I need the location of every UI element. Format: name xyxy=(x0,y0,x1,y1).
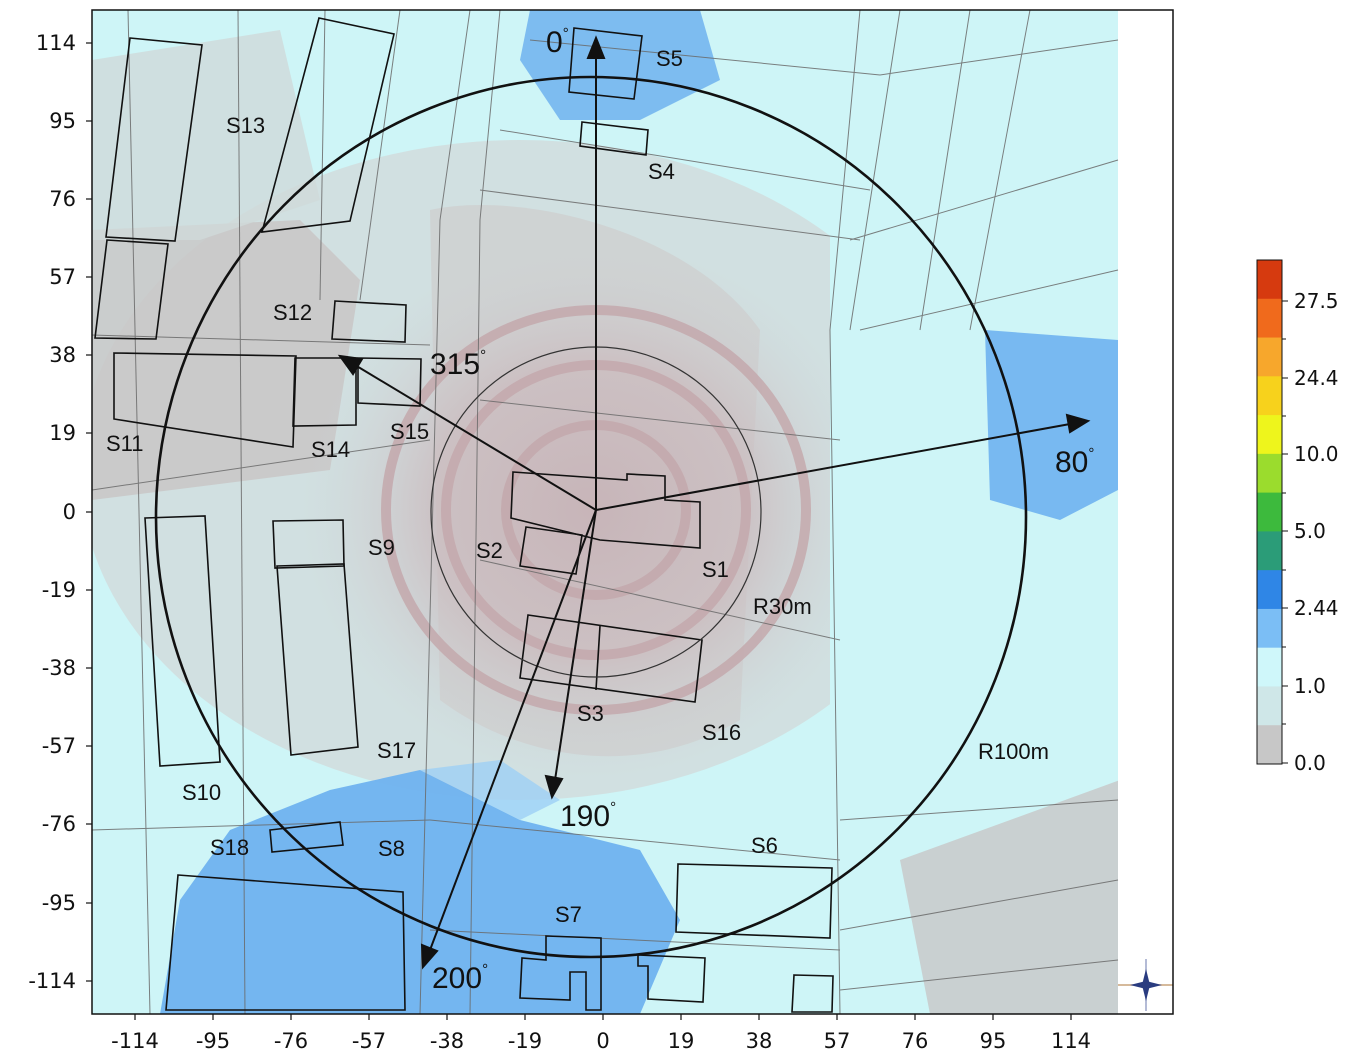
y-tick-label: 0 xyxy=(63,500,76,524)
building-s6-outline xyxy=(675,863,833,939)
colorbar-label: 0.0 xyxy=(1294,751,1326,775)
y-tick-label: 114 xyxy=(36,31,76,55)
building-label-s12: S12 xyxy=(273,300,312,325)
building-label-s1: S1 xyxy=(702,557,729,582)
x-tick-label: 0 xyxy=(596,1029,609,1053)
building-s8-outline xyxy=(165,874,406,1011)
direction-labels: 0° 80° 190° 200° 315° xyxy=(430,25,1094,995)
building-label-s3: S3 xyxy=(577,701,604,726)
building-s3-outline xyxy=(519,614,703,703)
building-label-s9: S9 xyxy=(368,535,395,560)
x-tick-label: 114 xyxy=(1051,1029,1091,1053)
direction-label-200: 200° xyxy=(432,961,488,995)
building-label-s15: S15 xyxy=(390,419,429,444)
y-tick-label: -95 xyxy=(42,891,76,915)
x-tick-label: -114 xyxy=(111,1029,159,1053)
building-label-s11: S11 xyxy=(106,431,144,456)
building-s1-outline xyxy=(510,471,701,549)
ring-label-r100m: R100m xyxy=(978,739,1049,764)
building-s15-outline xyxy=(357,357,422,407)
y-tick-label: -38 xyxy=(42,656,76,680)
building-s10-outline xyxy=(144,515,221,767)
colorbar-label: 5.0 xyxy=(1294,519,1326,543)
y-tick-label: 76 xyxy=(49,187,76,211)
building-s2-outline xyxy=(519,526,583,575)
colorbar-swatch xyxy=(1257,492,1282,532)
y-tick-label: -19 xyxy=(42,578,76,602)
colorbar-label: 24.4 xyxy=(1294,366,1339,390)
colorbar-swatch xyxy=(1257,337,1282,377)
building-label-s17: S17 xyxy=(377,738,416,763)
colorbar-label: 2.44 xyxy=(1294,596,1339,620)
colorbar: 27.5 24.4 10.0 5.0 2.44 1.0 0.0 xyxy=(1256,259,1339,775)
ring-label-r30m: R30m xyxy=(753,594,812,619)
x-tick-label: 57 xyxy=(824,1029,851,1053)
colorbar-swatch xyxy=(1257,725,1282,765)
building-s4-outline xyxy=(579,121,649,156)
building-label-s18: S18 xyxy=(210,835,249,860)
x-axis: -114 -95 -76 -57 -38 -19 0 19 38 57 76 9… xyxy=(111,1014,1091,1053)
building-label-s10: S10 xyxy=(182,780,221,805)
y-tick-label: -57 xyxy=(42,734,76,758)
colorbar-swatch xyxy=(1257,570,1282,610)
building-label-s13: S13 xyxy=(226,113,265,138)
building-s14-outline xyxy=(292,357,357,427)
building-label-s16: S16 xyxy=(702,720,741,745)
y-tick-label: 38 xyxy=(49,343,76,367)
colorbar-swatch xyxy=(1257,298,1282,339)
direction-label-0: 0° xyxy=(546,25,569,59)
colorbar-swatch xyxy=(1257,608,1282,649)
plot-area xyxy=(92,10,1173,1014)
direction-label-315: 315° xyxy=(430,347,486,381)
y-tick-label: -114 xyxy=(28,969,76,993)
colorbar-swatch xyxy=(1257,686,1282,726)
x-tick-label: 19 xyxy=(668,1029,695,1053)
colorbar-swatch xyxy=(1257,647,1282,687)
building-label-s5: S5 xyxy=(656,46,683,71)
y-tick-label: -76 xyxy=(42,812,76,836)
building-label-s14: S14 xyxy=(311,437,350,462)
building-s13-outline xyxy=(105,37,203,242)
colorbar-swatch xyxy=(1257,531,1282,571)
building-s18-outline xyxy=(269,821,344,853)
y-tick-label: 95 xyxy=(49,109,76,133)
colorbar-swatch xyxy=(1257,415,1282,455)
building-label-s2: S2 xyxy=(476,538,503,563)
building-s11-outline xyxy=(113,352,297,448)
building-label-s7: S7 xyxy=(555,902,582,927)
x-tick-label: -19 xyxy=(508,1029,542,1053)
colorbar-swatch xyxy=(1257,453,1282,494)
x-tick-label: 76 xyxy=(902,1029,929,1053)
building-labels: S1 S2 S3 S4 S5 S6 S7 S8 S9 S10 S11 S12 S… xyxy=(106,46,778,927)
building-label-s6: S6 xyxy=(751,833,778,858)
x-tick-label: 38 xyxy=(746,1029,773,1053)
colorbar-label: 1.0 xyxy=(1294,674,1326,698)
building-s5-outline xyxy=(568,27,643,100)
ring-r100m xyxy=(154,75,1028,959)
building-s7-outline xyxy=(519,935,602,1011)
colorbar-swatch xyxy=(1257,376,1282,416)
x-tick-label: -76 xyxy=(274,1029,308,1053)
direction-label-190: 190° xyxy=(560,799,616,833)
x-tick-label: 95 xyxy=(980,1029,1007,1053)
y-tick-label: 19 xyxy=(49,421,76,445)
x-tick-label: -57 xyxy=(352,1029,386,1053)
compass-icon xyxy=(1118,959,1173,1011)
x-tick-label: -95 xyxy=(196,1029,230,1053)
direction-label-80: 80° xyxy=(1055,445,1094,479)
building-label-s4: S4 xyxy=(648,159,675,184)
colorbar-label: 10.0 xyxy=(1294,442,1339,466)
y-axis: 114 95 76 57 38 19 0 -19 -38 -57 -76 -95… xyxy=(28,31,92,993)
colorbar-swatch xyxy=(1257,260,1282,300)
building-s12-outline xyxy=(331,300,407,343)
x-tick-label: -38 xyxy=(430,1029,464,1053)
building-label-s8: S8 xyxy=(378,836,405,861)
y-tick-label: 57 xyxy=(49,265,76,289)
colorbar-label: 27.5 xyxy=(1294,289,1339,313)
